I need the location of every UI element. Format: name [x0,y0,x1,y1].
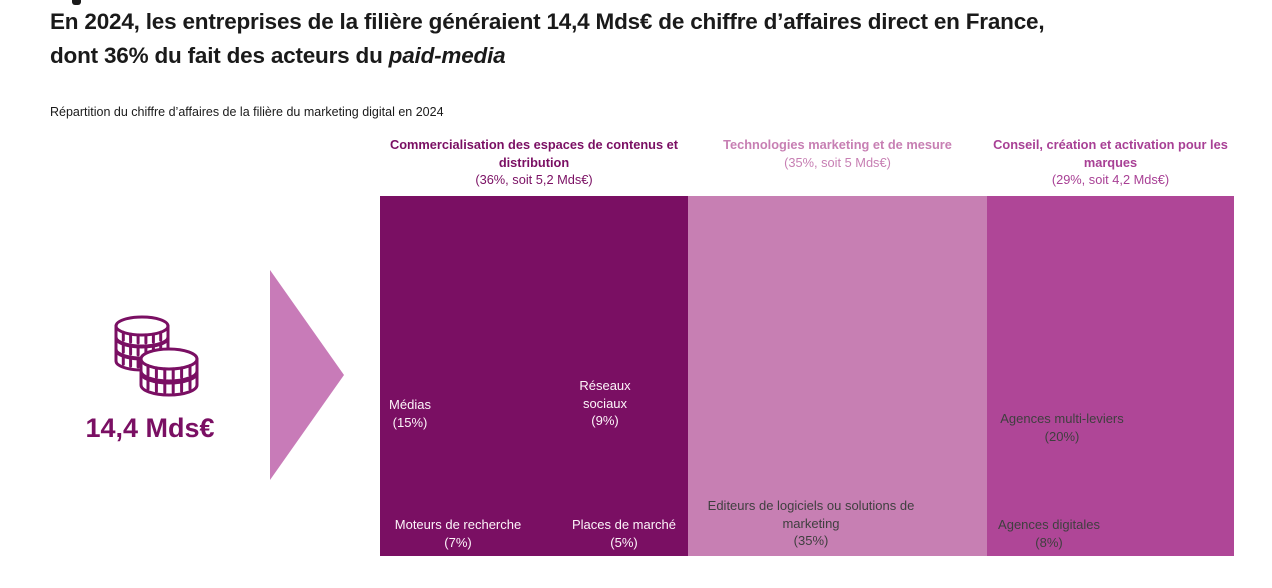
segment-header-name: Technologies marketing et de mesure [723,137,952,152]
coins-icon [112,312,202,398]
sublabel-editeurs-logiciels: Editeurs de logiciels ou solutions de ma… [685,497,937,550]
title-line-1: En 2024, les entreprises de la filière g… [50,9,1045,34]
sublabel-moteurs-de-recherche: Moteurs de recherche (7%) [376,516,541,551]
segment-column-commercialisation [380,196,688,556]
segment-header-commercialisation: Commercialisation des espaces de contenu… [380,136,688,189]
segment-column-technologies [688,196,987,556]
sublabel-agences-multi-leviers: Agences multi-leviers (20%) [975,410,1150,445]
segment-header-technologies: Technologies marketing et de mesure (35%… [688,136,987,171]
sublabel-name: Réseaux sociaux [579,378,631,411]
title-line-2: dont 36% du fait des acteurs du paid-med… [50,39,1235,73]
sublabel-reseaux-sociaux: Réseaux sociaux (9%) [563,377,647,430]
title-line-2-text: dont 36% du fait des acteurs du [50,43,389,68]
sublabel-name: Editeurs de logiciels ou solutions de ma… [707,498,915,531]
segment-header-name: Conseil, création et activation pour les… [993,137,1228,170]
segment-header-conseil: Conseil, création et activation pour les… [980,136,1241,189]
page-title: En 2024, les entreprises de la filière g… [50,5,1235,73]
segment-header-value: (36%, soit 5,2 Mds€) [475,172,593,187]
sublabel-medias: Médias (15%) [355,396,465,431]
sublabel-name: Moteurs de recherche [394,517,522,532]
sublabel-pct: (5%) [610,534,638,550]
sublabel-name: Places de marché [571,517,677,532]
sublabel-pct: (15%) [392,414,428,430]
sublabel-places-de-marche: Places de marché (5%) [542,516,707,551]
sublabel-name: Médias [389,397,431,412]
chart-caption: Répartition du chiffre d’affaires de la … [50,105,444,119]
sublabel-pct: (9%) [591,413,619,428]
segment-header-value: (29%, soit 4,2 Mds€) [1051,172,1170,187]
sublabel-agences-digitales: Agences digitales (8%) [967,516,1132,551]
total-revenue-label: 14,4 Mds€ [85,413,215,443]
sublabel-name: Agences multi-leviers [1000,411,1124,426]
sublabel-pct: (20%) [1044,428,1080,444]
sublabel-name: Agences digitales [998,517,1100,532]
flow-arrow-right-icon [270,270,344,480]
segment-column-conseil [987,196,1234,556]
sublabel-pct: (7%) [444,534,472,550]
segment-header-name: Commercialisation des espaces de contenu… [389,137,679,170]
sublabel-pct: (8%) [1035,534,1063,550]
coin-front-top [139,347,199,383]
coin-back-top [114,315,170,348]
segment-header-value: (35%, soit 5 Mds€) [784,154,891,170]
sublabel-pct: (35%) [793,533,829,548]
title-paid-media-italic: paid-media [388,43,506,68]
crop-artifact [72,0,81,5]
